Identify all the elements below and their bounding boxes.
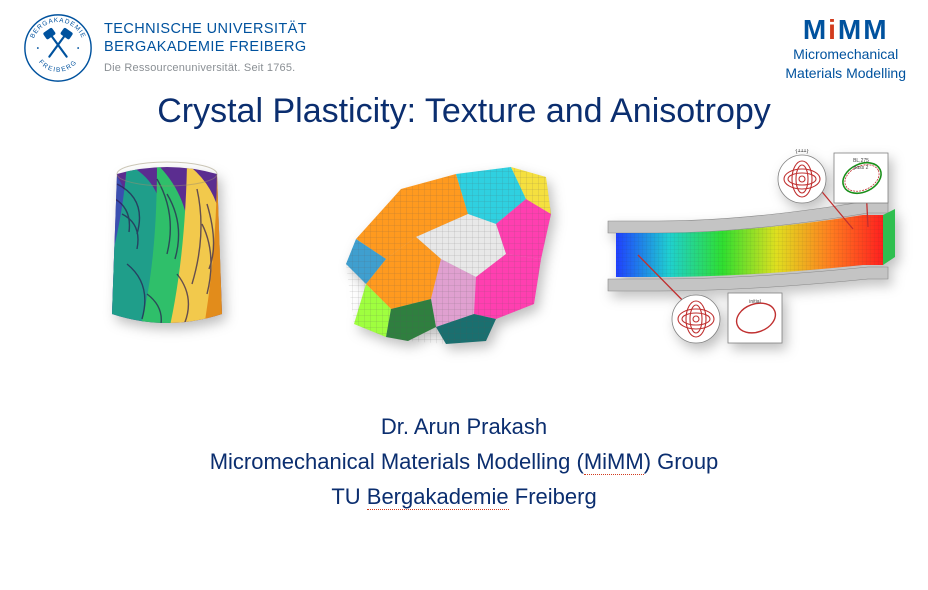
figure-2 <box>314 154 588 344</box>
author-name: Dr. Arun Prakash <box>0 409 928 444</box>
figure-3: {111} BL,275 pass 2 in <box>598 149 898 349</box>
author-affiliation: Micromechanical Materials Modelling (MiM… <box>0 444 928 479</box>
affiliation-post: ) Group <box>644 449 719 474</box>
slide-title: Crystal Plasticity: Texture and Anisotro… <box>0 92 928 131</box>
inset-label: {111} <box>795 149 808 154</box>
mimm-logo: MiMM <box>785 16 906 44</box>
university-line1: TECHNISCHE UNIVERSITÄT <box>104 20 307 38</box>
figure-1 <box>30 154 304 344</box>
affiliation-acronym: MiMM <box>584 449 644 475</box>
author-institution: TU Bergakademie Freiberg <box>0 479 928 514</box>
channel-die-icon: {111} BL,275 pass 2 in <box>598 149 898 349</box>
institution-mid: Bergakademie <box>367 484 509 510</box>
polycrystal-mesh-icon <box>336 154 566 344</box>
svg-text:BERGAKADEMIE: BERGAKADEMIE <box>29 17 87 40</box>
mimm-sub1: Micromechanical <box>785 46 906 63</box>
microstructure-3d-icon <box>67 154 267 344</box>
affiliation-pre: Micromechanical Materials Modelling ( <box>210 449 584 474</box>
svg-text:FREIBERG: FREIBERG <box>37 59 79 74</box>
university-seal-icon: BERGAKADEMIE FREIBERG <box>22 12 94 84</box>
mimm-sub2: Materials Modelling <box>785 65 906 82</box>
university-block: BERGAKADEMIE FREIBERG TECHNISCHE UNIVERS… <box>22 12 307 84</box>
inset-label: initial <box>749 299 760 305</box>
figure-row: {111} BL,275 pass 2 in <box>0 131 928 349</box>
mimm-logo-block: MiMM Micromechanical Materials Modelling <box>785 12 906 82</box>
university-name: TECHNISCHE UNIVERSITÄT BERGAKADEMIE FREI… <box>104 12 307 74</box>
inset-label: pass 2 <box>854 165 869 171</box>
inset-label: BL,275 <box>853 158 869 164</box>
slide-header: BERGAKADEMIE FREIBERG TECHNISCHE UNIVERS… <box>0 0 928 84</box>
institution-post: Freiberg <box>509 484 597 509</box>
author-block: Dr. Arun Prakash Micromechanical Materia… <box>0 409 928 515</box>
university-tagline: Die Ressourcenuniversität. Seit 1765. <box>104 56 307 74</box>
university-line2: BERGAKADEMIE FREIBERG <box>104 38 307 56</box>
institution-pre: TU <box>331 484 366 509</box>
